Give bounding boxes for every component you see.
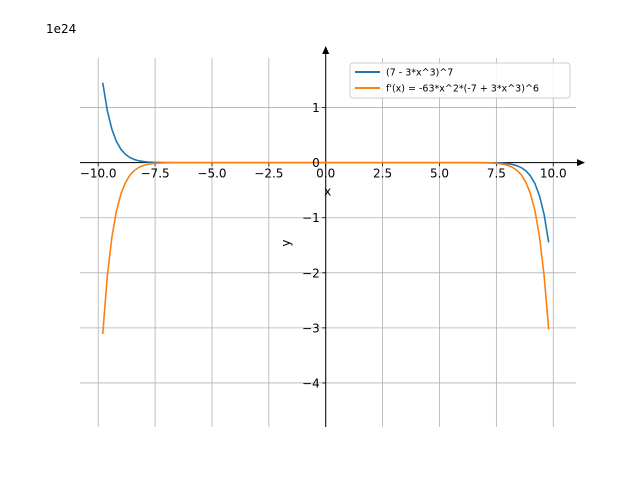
- y-tick-label: −2: [302, 266, 320, 280]
- series-lines: [101, 82, 550, 334]
- x-tick-label: −7.5: [141, 167, 170, 181]
- y-tick-label: −1: [302, 211, 320, 225]
- series-line-2: [101, 161, 550, 334]
- axes: [80, 46, 585, 427]
- legend-frame: [349, 62, 571, 99]
- y-tick-label: −4: [302, 376, 320, 390]
- y-tick-label: 1: [312, 101, 320, 115]
- y-tick-label: −3: [302, 321, 320, 335]
- tick-labels: −10.0 −7.5 −5.0 −2.5 0.0 2.5 5.0 7.5 10.0 −4 −3 −2 −…: [80, 101, 567, 390]
- legend: (7 - 3*x^3)^7 f'(x) = -63*x^2*(-7 + 3*x^…: [349, 62, 571, 99]
- x-tick-label: 5.0: [430, 167, 449, 181]
- legend-entry-series-1: (7 - 3*x^3)^7: [386, 68, 453, 79]
- x-tick-label: 0.0: [316, 167, 335, 181]
- x-axis-arrow: [577, 159, 585, 167]
- x-tick-label: −2.5: [254, 167, 283, 181]
- x-tick-label: 2.5: [373, 167, 392, 181]
- y-axis-arrow: [322, 46, 330, 54]
- grid: [80, 58, 576, 427]
- x-tick-label: −5.0: [197, 167, 226, 181]
- y-offset-label: 1e24: [46, 22, 76, 36]
- x-tick-label: 10.0: [540, 167, 567, 181]
- y-axis-label: y: [279, 239, 293, 246]
- legend-entry-series-2: f'(x) = -63*x^2*(-7 + 3*x^3)^6: [386, 84, 539, 95]
- y-tick-label: 0: [312, 156, 320, 170]
- x-tick-label: 7.5: [487, 167, 506, 181]
- x-axis-label: x: [324, 185, 331, 199]
- x-tick-label: −10.0: [80, 167, 117, 181]
